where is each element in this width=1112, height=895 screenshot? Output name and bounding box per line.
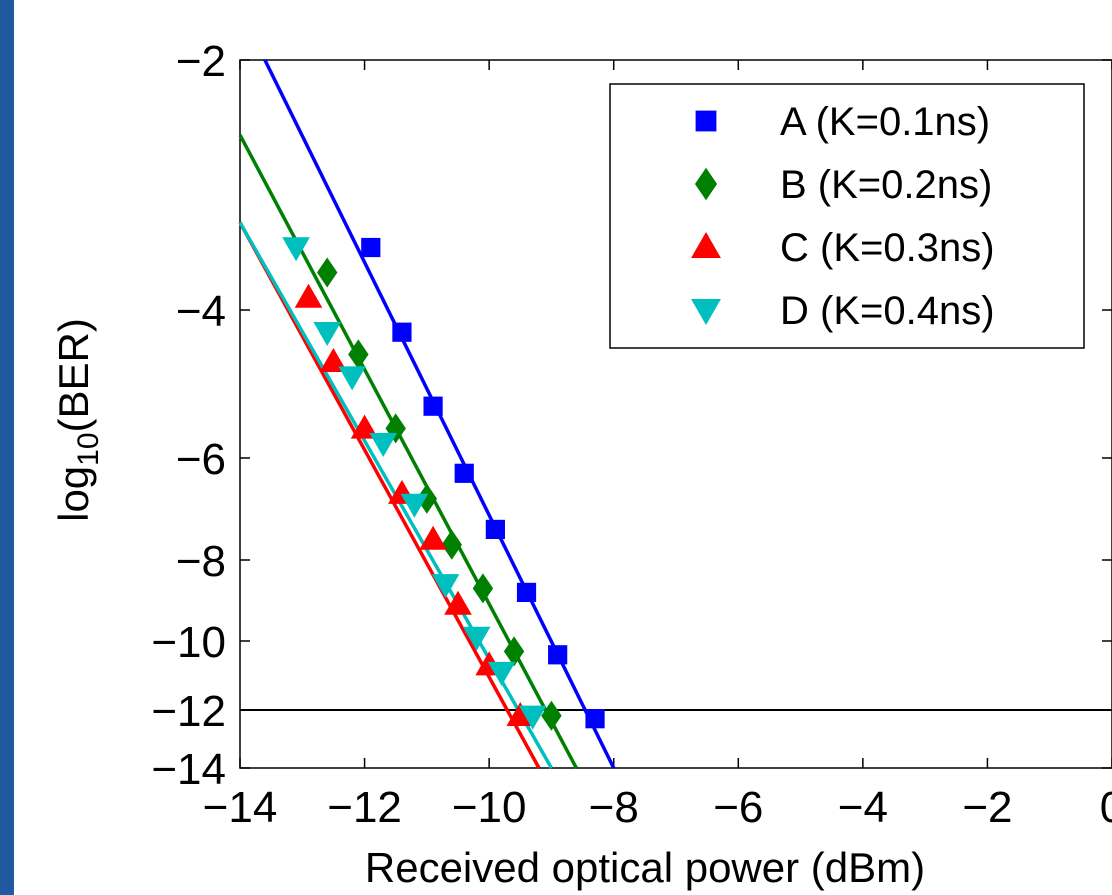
data-point — [361, 237, 381, 258]
y-axis-title: log10(BER) — [50, 318, 105, 522]
data-point — [313, 322, 341, 346]
y-axis-title-sub: 10 — [72, 432, 105, 465]
x-tick-label: −14 — [203, 783, 278, 832]
legend-marker — [694, 167, 718, 201]
legend-marker — [691, 298, 721, 325]
data-point — [294, 283, 323, 308]
data-point — [585, 709, 605, 729]
data-point — [454, 463, 474, 483]
data-point — [548, 645, 568, 665]
y-tick-label: −12 — [151, 687, 226, 736]
data-point — [400, 493, 429, 518]
y-tick-label: −14 — [151, 745, 226, 794]
data-point — [441, 529, 462, 560]
data-point — [392, 322, 412, 342]
x-tick-label: −8 — [589, 783, 639, 832]
y-tick-label: −2 — [176, 37, 226, 86]
data-point — [462, 626, 491, 651]
data-point — [416, 483, 438, 514]
data-point — [348, 339, 369, 370]
data-point — [444, 590, 472, 615]
data-point — [350, 414, 379, 439]
y-tick-label: −4 — [176, 287, 226, 336]
data-point — [485, 519, 505, 539]
data-point — [506, 702, 535, 726]
data-point — [319, 348, 348, 372]
data-point — [431, 574, 460, 599]
fit-line — [238, 221, 541, 769]
data-point — [472, 573, 494, 604]
data-point — [541, 700, 562, 731]
x-tick-label: 0 — [1100, 783, 1112, 832]
data-points — [282, 237, 605, 731]
data-point — [518, 705, 547, 730]
left-edge-stripe — [0, 0, 14, 895]
data-point — [419, 525, 447, 550]
y-tick-label: −10 — [151, 618, 226, 667]
x-tick-label: −2 — [962, 783, 1012, 832]
legend-label: B (K=0.2ns) — [780, 163, 992, 207]
axis-ticks — [239, 59, 1112, 769]
legend-label: A (K=0.1ns) — [780, 100, 990, 144]
x-tick-label: −10 — [452, 783, 527, 832]
data-point — [369, 433, 398, 457]
data-point — [487, 661, 516, 686]
legend-label: C (K=0.3ns) — [780, 226, 995, 270]
data-point — [338, 366, 366, 391]
legend-box — [609, 83, 1085, 349]
data-point — [282, 237, 310, 262]
y-axis-title-rest: (BER) — [50, 318, 97, 432]
legend-marker — [695, 110, 717, 132]
y-tick-label: −6 — [176, 435, 226, 484]
data-point — [503, 636, 525, 667]
x-axis-title: Received optical power (dBm) — [365, 844, 925, 891]
legend-label: D (K=0.4ns) — [780, 289, 995, 333]
legend-marker — [691, 232, 721, 259]
x-tick-label: −6 — [713, 783, 763, 832]
data-point — [317, 257, 338, 288]
y-tick-labels: −2 −4 −6 −8 −10 −12 −14 — [151, 37, 226, 794]
data-point — [516, 582, 537, 602]
y-tick-label: −8 — [176, 537, 226, 586]
x-tick-label: −4 — [838, 783, 888, 832]
x-tick-label: −12 — [327, 783, 402, 832]
x-tick-labels: −14 −12 −10 −8 −6 −4 −2 0 — [203, 783, 1112, 832]
y-axis-title-main: log — [50, 466, 97, 522]
data-point — [423, 396, 443, 416]
legend: A (K=0.1ns) B (K=0.2ns) C (K=0.3ns) D (K=0.… — [609, 83, 1085, 349]
